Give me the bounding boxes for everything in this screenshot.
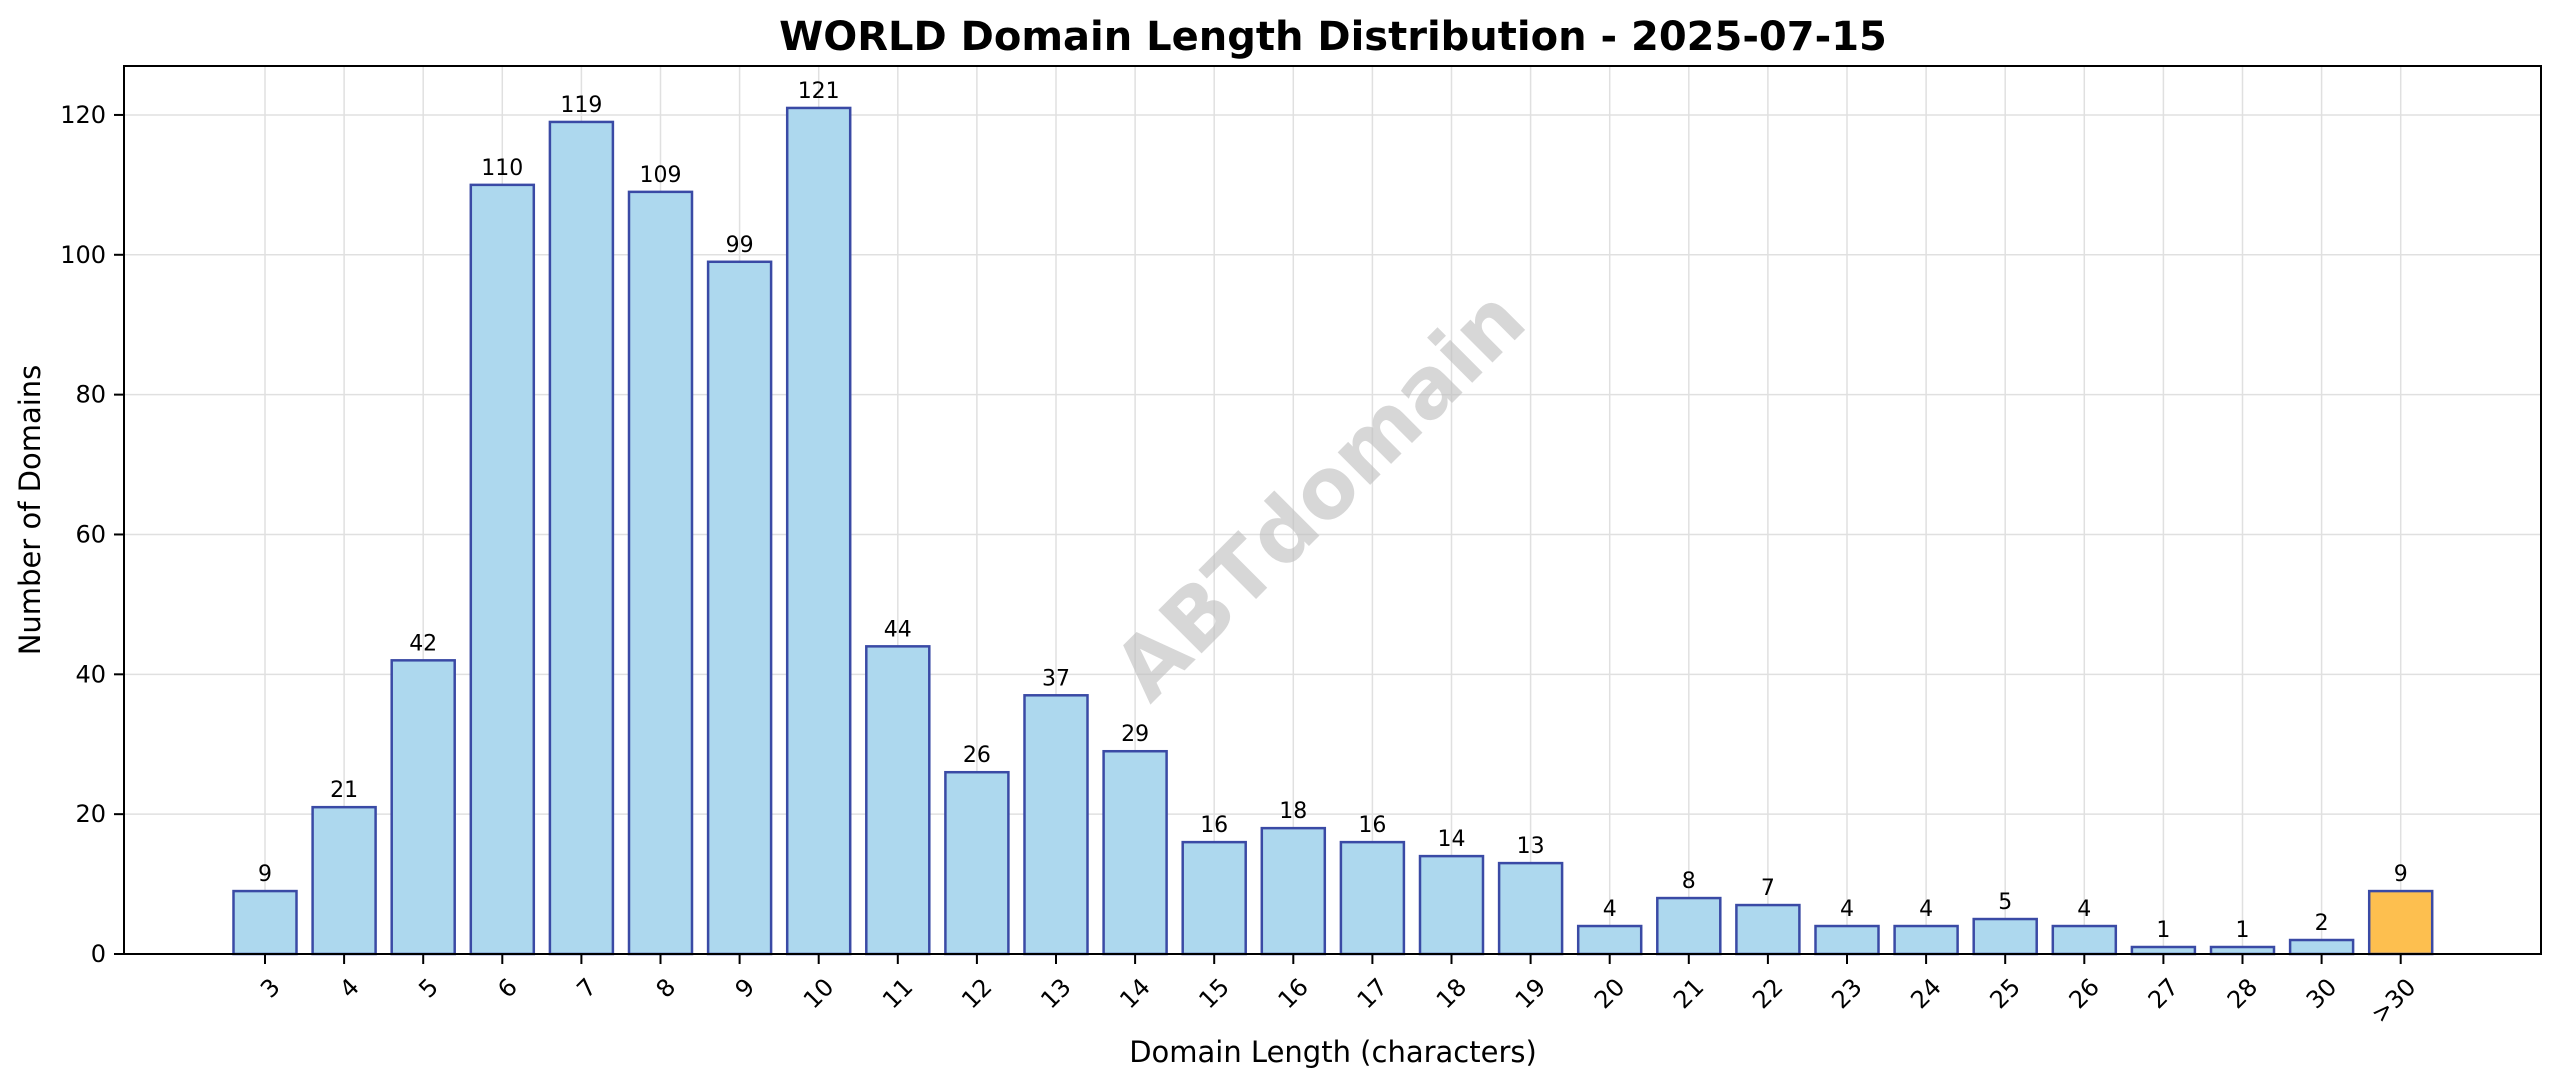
bar-9 [706,260,773,956]
bar-21 [1656,896,1722,956]
bar-11 [865,645,931,956]
x-tick-label: 11 [877,973,918,1014]
x-tick-label: 30 [2301,973,2342,1014]
x-tick-label: 3 [255,973,286,1004]
bar-13 [1023,694,1089,956]
x-tick-label: 18 [1431,973,1472,1014]
data-label: 119 [560,93,602,118]
x-tick-label: 28 [2222,973,2263,1014]
bar-18 [1418,854,1485,956]
bar-22 [1735,903,1801,956]
bar-7 [548,120,615,956]
plot-frame [123,65,2542,955]
x-tick-label: 15 [1193,973,1234,1014]
data-label: 5 [1998,890,2012,915]
data-label: 9 [258,862,272,887]
x-tick-label: 16 [1273,973,1314,1014]
y-tick-label: 80 [75,381,106,409]
bar-28 [2209,945,2276,956]
data-label: 16 [1200,813,1228,838]
data-label: 1 [2236,918,2250,943]
x-tick-label: 10 [798,973,839,1014]
data-label: 121 [798,79,840,104]
data-label: 2 [2315,911,2329,936]
x-tick-label: 24 [1905,973,1946,1014]
y-tick-label: 40 [75,660,106,688]
x-tick-label: 9 [730,973,761,1004]
data-label: 18 [1279,799,1307,824]
bar-30 [2288,938,2355,956]
data-label: 14 [1438,827,1466,852]
x-tick-label: >30 [2366,973,2422,1029]
data-label: 29 [1121,722,1149,747]
bar-25 [1972,917,2038,956]
data-label: 4 [1919,897,1933,922]
x-tick-label: 19 [1510,973,1551,1014]
watermark: ABTdomain [1095,270,1544,719]
bar-15 [1181,840,1247,956]
bar-16 [1260,826,1327,956]
x-tick-label: 12 [956,973,997,1014]
y-tick-label: 20 [75,800,106,828]
data-label: 1 [2156,918,2170,943]
x-tick-label: 20 [1589,973,1630,1014]
x-tick-label: 22 [1747,973,1788,1014]
bar-10 [785,106,852,956]
x-tick-label: 4 [334,973,365,1004]
x-tick-label: 14 [1114,973,1155,1014]
data-label: 8 [1682,869,1696,894]
x-tick-label: 21 [1668,973,1709,1014]
data-label: 42 [409,631,437,656]
y-axis-label: Number of Domains [13,365,47,656]
data-label: 21 [330,778,358,803]
data-label: 7 [1761,876,1775,901]
data-label: 37 [1042,666,1070,691]
data-label: 16 [1358,813,1386,838]
bar-12 [944,770,1010,956]
data-label: 4 [2077,897,2091,922]
bar-6 [469,183,536,956]
data-label: 109 [640,163,682,188]
bar-4 [311,805,377,956]
chart-title: WORLD Domain Length Distribution - 2025-… [779,14,1887,60]
x-tick-label: 7 [571,973,602,1004]
x-axis-label: Domain Length (characters) [1129,1035,1537,1069]
x-tick-label: 8 [651,973,682,1004]
x-tick-label: 6 [492,973,523,1004]
x-tick-label: 25 [1984,973,2025,1014]
data-label: 99 [726,233,754,258]
data-label: 4 [1840,897,1854,922]
bar-20 [1576,924,1643,956]
x-tick-label: 13 [1035,973,1076,1014]
x-tick-label: 23 [1826,973,1867,1014]
bar-5 [390,659,456,956]
x-tick-label: 26 [2064,973,2105,1014]
bar-17 [1339,840,1406,956]
y-tick-label: 0 [91,940,106,968]
bar->30 [2367,889,2434,956]
data-label: 13 [1517,834,1545,859]
y-tick-label: 60 [75,520,106,548]
x-axis-ticks: 3 4 5 6 7 8 9 10 11 12 13 14 15 16 17 18 19 20 21 22 23 24 25 2… [255,954,2421,1029]
x-tick-label: 5 [413,973,444,1004]
data-label: 9 [2394,862,2408,887]
y-tick-label: 100 [60,241,106,269]
bar-19 [1497,861,1564,956]
data-label: 44 [884,617,912,642]
bar-24 [1893,924,1959,956]
bar-26 [2051,924,2118,956]
data-label: 4 [1603,897,1617,922]
data-label: 110 [481,156,523,181]
bar-3 [232,889,298,956]
bar-14 [1102,749,1168,956]
y-axis-ticks: 0 20 40 60 80 100 120 [60,101,124,968]
bar-27 [2130,945,2197,956]
x-tick-label: 17 [1352,973,1393,1014]
y-tick-label: 120 [60,101,106,129]
x-tick-label: 27 [2143,973,2184,1014]
bar-23 [1814,924,1880,956]
data-label: 26 [963,743,991,768]
bar-8 [627,190,694,956]
